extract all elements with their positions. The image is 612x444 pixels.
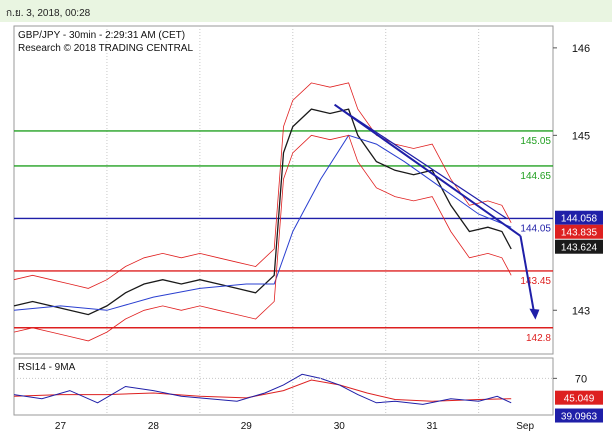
- y-tick-label: 70: [575, 373, 587, 385]
- price-tag: [555, 210, 603, 225]
- rsi-ma-line: [13, 379, 512, 402]
- rsi-series: [13, 373, 512, 405]
- main-panel: 145.05 144.65 144.05 143.45 142.8 GBP/JPY - …: [13, 25, 603, 355]
- rsi-chart-title: RSI14 - 9MA: [18, 362, 76, 373]
- chart-svg: 145.05 144.65 144.05 143.45 142.8 GBP/JPY - …: [13, 25, 603, 432]
- level-label: 142.8: [526, 333, 551, 344]
- x-tick-label: 27: [55, 421, 67, 432]
- price-tag: [555, 224, 603, 239]
- level-label: 144.65: [520, 171, 551, 182]
- y-tick-label: 143: [572, 305, 590, 317]
- rsi-tag-label: 39.0963: [561, 412, 598, 423]
- rsi-panel-grid: [106, 358, 480, 415]
- x-tick-label: 30: [334, 421, 346, 432]
- rsi-price-tags: 45.049 39.0963: [555, 390, 603, 423]
- lower-band-line: [13, 134, 512, 342]
- main-chart-title: GBP/JPY - 30min - 2:29:31 AM (CET): [18, 30, 185, 41]
- forecast-arrow-head: [529, 308, 540, 320]
- rsi-panel-frame: [13, 357, 554, 416]
- price-tag: [555, 239, 603, 254]
- main-price-tags: 144.058 143.835 143.624: [555, 210, 603, 254]
- x-axis: 27 28 29 30 31 Sep: [55, 421, 535, 432]
- level-label: 144.05: [520, 223, 551, 234]
- level-label: 143.45: [520, 276, 551, 287]
- price-tag-label: 143.835: [561, 228, 598, 239]
- level-label: 145.05: [520, 136, 551, 147]
- x-tick-label: 31: [427, 421, 439, 432]
- moving-average-line: [13, 134, 512, 311]
- price-tag-label: 144.058: [561, 214, 598, 225]
- trend-lines: [334, 103, 540, 320]
- timestamp-text: ก.ย. 3, 2018, 00:28: [6, 8, 91, 19]
- forecast-arrow-line: [519, 235, 536, 315]
- rsi-panel: RSI14 - 9MA 70 45.049 39.0963: [13, 357, 603, 423]
- price-tag-label: 143.624: [561, 243, 598, 254]
- upper-band-line: [13, 82, 512, 289]
- y-tick-label: 145: [572, 130, 590, 142]
- rsi-tag: [555, 408, 603, 423]
- trend-line: [334, 103, 522, 237]
- y-tick-label: 146: [572, 43, 590, 55]
- rsi-tag-label: 45.049: [564, 394, 595, 405]
- rsi-tag: [555, 390, 603, 405]
- x-tick-label: 29: [241, 421, 253, 432]
- main-panel-grid: [106, 26, 480, 354]
- x-tick-label: Sep: [516, 421, 534, 432]
- level-lines: 145.05 144.65 144.05 143.45 142.8: [14, 130, 553, 344]
- main-y-axis: 143 145 146: [553, 43, 590, 317]
- x-tick-label: 28: [148, 421, 160, 432]
- main-chart-subtitle: Research © 2018 TRADING CENTRAL: [18, 43, 193, 54]
- trend-line: [334, 104, 507, 219]
- rsi-y-axis: 70: [14, 373, 587, 385]
- main-panel-frame: [13, 25, 554, 355]
- timestamp-bar: ก.ย. 3, 2018, 00:28: [0, 0, 612, 22]
- rsi-line: [13, 373, 512, 405]
